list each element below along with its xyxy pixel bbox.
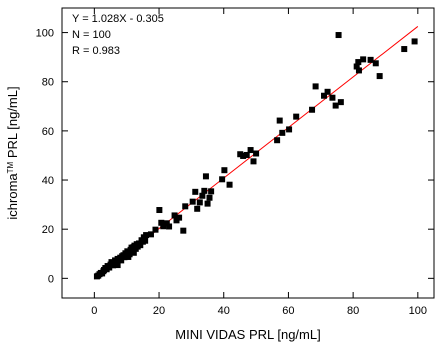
y-axis-title: ichromaTM PRL [ng/mL]	[5, 86, 20, 219]
data-point	[152, 226, 159, 233]
data-point	[114, 262, 121, 269]
y-tick-label: 80	[42, 77, 54, 89]
data-point	[355, 67, 362, 74]
data-point	[274, 137, 281, 144]
equation-label: Y = 1.028X - 0.305	[72, 13, 164, 25]
data-point	[189, 198, 196, 205]
y-axis-title-prefix: ichroma	[5, 173, 20, 220]
x-tick-label: 60	[282, 305, 294, 317]
data-point	[312, 83, 319, 90]
data-point	[367, 56, 374, 63]
x-tick-label: 80	[347, 305, 359, 317]
data-point	[196, 199, 203, 206]
y-tick-label: 20	[42, 224, 54, 236]
data-point	[137, 242, 144, 249]
data-point	[206, 194, 213, 201]
data-point	[250, 158, 257, 165]
y-tick-label: 60	[42, 126, 54, 138]
data-point	[253, 150, 260, 157]
x-tick-label: 0	[91, 305, 97, 317]
y-tick-label: 40	[42, 175, 54, 187]
data-point	[182, 203, 189, 210]
data-point	[309, 106, 316, 113]
data-point	[219, 176, 226, 183]
axis-tick-labels: 0 20 40 60 80 100 0 20 40 60 80 100	[36, 28, 427, 317]
data-point	[321, 92, 328, 99]
data-point	[147, 231, 154, 238]
x-tick-label: 20	[153, 305, 165, 317]
plot-frame	[61, 7, 435, 299]
data-points	[93, 32, 418, 280]
data-point	[204, 200, 211, 207]
data-point	[332, 102, 339, 109]
data-point	[337, 99, 344, 106]
data-point	[286, 126, 293, 133]
data-point	[360, 56, 367, 63]
data-point	[411, 38, 418, 45]
data-point	[180, 227, 187, 234]
data-point	[324, 88, 331, 95]
data-point	[163, 220, 170, 227]
data-point	[166, 223, 173, 230]
data-point	[142, 237, 149, 244]
data-point	[176, 214, 183, 221]
data-point	[226, 181, 233, 188]
data-point	[335, 32, 342, 39]
y-tick-label: 100	[36, 28, 54, 40]
data-point	[156, 207, 163, 214]
data-point	[276, 117, 283, 124]
statistics-annotation: Y = 1.028X - 0.305 N = 100 R = 0.983	[72, 13, 164, 57]
y-tick-label: 0	[48, 273, 54, 285]
data-point	[158, 219, 165, 226]
data-point	[240, 152, 247, 159]
data-point	[194, 205, 201, 212]
data-point	[192, 188, 199, 195]
data-point	[247, 147, 254, 154]
x-tick-label: 100	[409, 305, 427, 317]
data-point	[130, 249, 137, 256]
data-point	[202, 173, 209, 180]
data-point	[376, 73, 383, 80]
data-point	[243, 151, 250, 158]
y-axis-title-superscript: TM	[6, 161, 15, 173]
data-point	[279, 129, 286, 136]
x-tick-label: 40	[218, 305, 230, 317]
data-point	[353, 63, 360, 70]
data-point	[171, 212, 178, 219]
data-point	[125, 253, 132, 260]
correlation-label: R = 0.983	[72, 45, 120, 57]
data-point	[221, 167, 228, 174]
data-point	[118, 257, 125, 264]
sample-size-label: N = 100	[72, 29, 111, 41]
data-point	[160, 223, 167, 230]
data-point	[372, 60, 379, 67]
data-point	[293, 113, 300, 120]
data-point	[201, 187, 208, 194]
data-point	[355, 59, 362, 66]
data-point	[329, 94, 336, 101]
axis-ticks	[62, 8, 434, 298]
data-point	[199, 192, 206, 199]
data-point	[401, 46, 408, 53]
x-axis-title: MINI VIDAS PRL [ng/mL]	[175, 327, 320, 342]
y-axis-title-suffix: PRL [ng/mL]	[5, 86, 20, 161]
data-point	[143, 232, 150, 239]
data-point	[208, 188, 215, 195]
